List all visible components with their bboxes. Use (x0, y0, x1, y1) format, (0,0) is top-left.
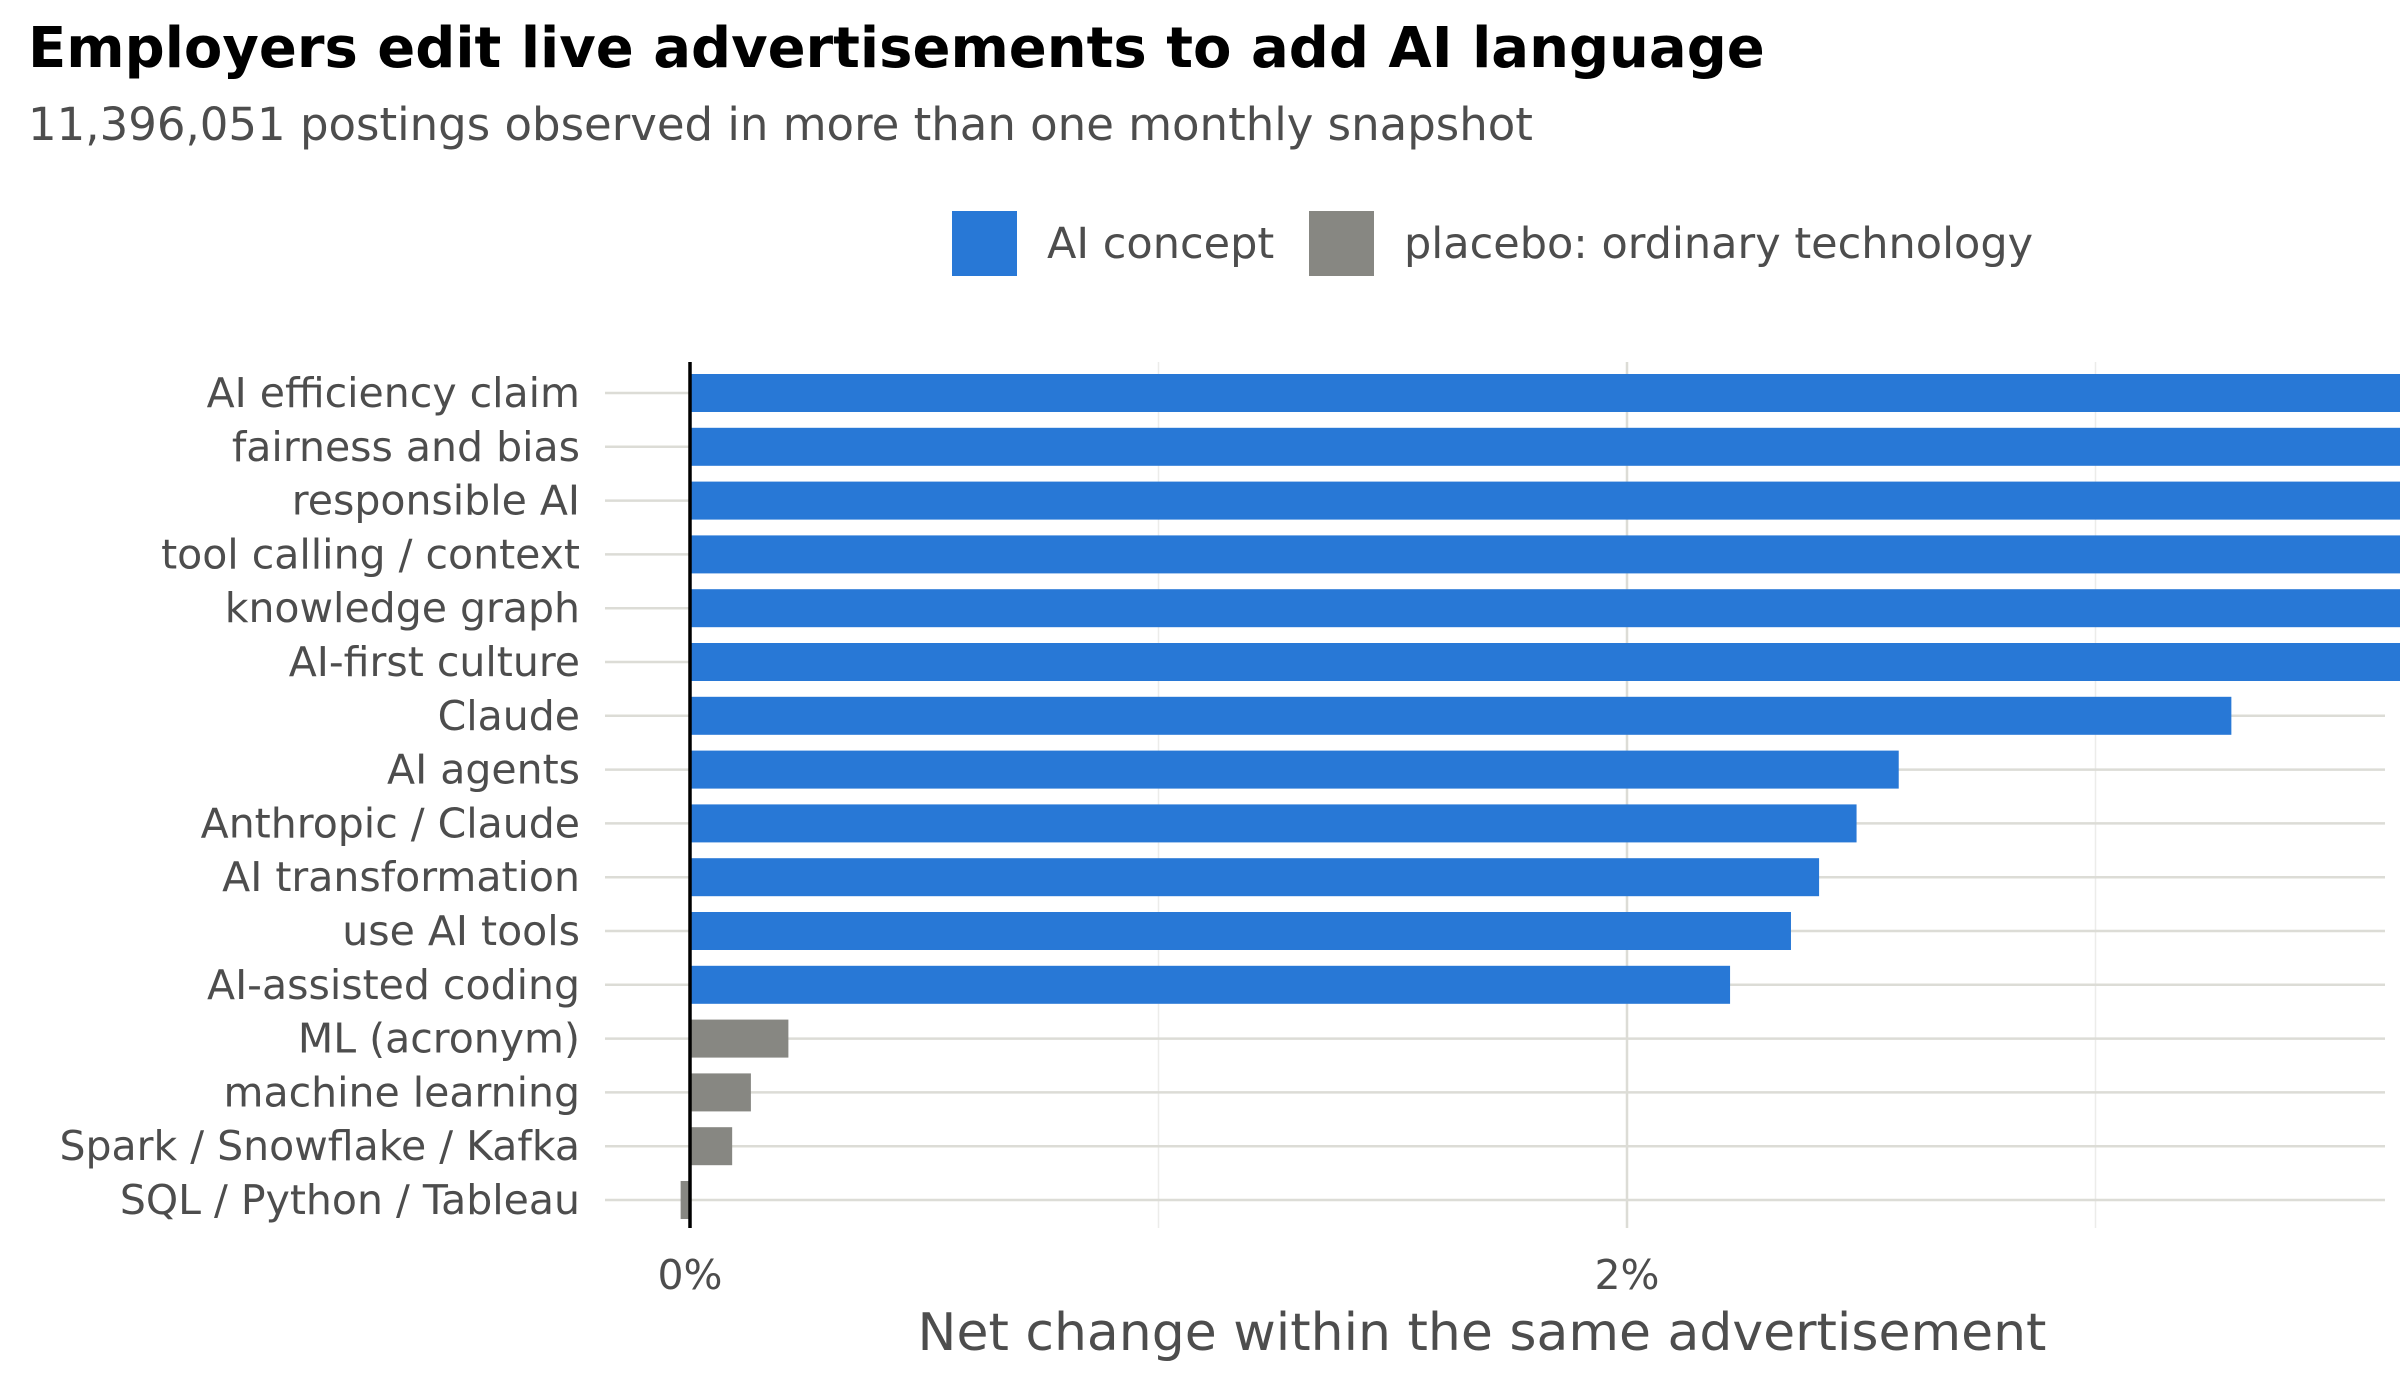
bar (690, 912, 1791, 950)
category-label: machine learning (224, 1068, 581, 1116)
category-label: fairness and bias (232, 423, 580, 471)
category-label: ML (acronym) (298, 1015, 580, 1063)
category-label: responsible AI (292, 477, 580, 525)
bar (690, 589, 2400, 628)
category-label: SQL / Python / Tableau (120, 1176, 580, 1224)
bar (690, 427, 2400, 466)
bar (690, 858, 1820, 897)
bar (680, 1181, 690, 1219)
bar (690, 535, 2400, 574)
category-label: use AI tools (342, 907, 580, 955)
category-label: knowledge graph (225, 584, 580, 632)
bar (690, 965, 1731, 1004)
x-tick-label: 2% (1594, 1251, 1659, 1299)
category-labels: AI efficiency claim fairness and bias resp… (60, 369, 581, 1224)
chart-subtitle: 11,396,051 postings observed in more tha… (28, 98, 1533, 151)
category-label: Claude (438, 692, 580, 740)
bar (690, 696, 2232, 735)
category-label: tool calling / context (161, 530, 580, 578)
legend-label: placebo: ordinary technology (1404, 219, 2033, 269)
category-label: Anthropic / Claude (201, 799, 580, 847)
bar (690, 1019, 789, 1058)
bars (680, 374, 2400, 1219)
category-label: Spark / Snowflake / Kafka (60, 1122, 581, 1170)
x-axis-title: Net change within the same advertisement (918, 1303, 2047, 1363)
legend-key (952, 211, 1017, 276)
legend: AI concept placebo: ordinary technology (952, 211, 2033, 276)
chart-title: Employers edit live advertisements to ad… (28, 16, 1765, 81)
bar (690, 374, 2400, 412)
legend-label: AI concept (1047, 219, 1274, 269)
bar (690, 643, 2400, 681)
x-axis-ticks: 0%2%4%6% (657, 1251, 1659, 1299)
x-tick-label: 0% (657, 1251, 722, 1299)
bar (690, 804, 1857, 843)
category-label: AI-first culture (289, 638, 580, 686)
category-label: AI-assisted coding (207, 961, 580, 1009)
category-label: AI transformation (222, 853, 580, 901)
bar (690, 1073, 751, 1112)
category-label: AI efficiency claim (207, 369, 580, 417)
legend-key (1309, 211, 1374, 276)
bar (690, 750, 1899, 789)
category-label: AI agents (387, 746, 580, 794)
bar (690, 481, 2400, 520)
bar (690, 1127, 733, 1166)
